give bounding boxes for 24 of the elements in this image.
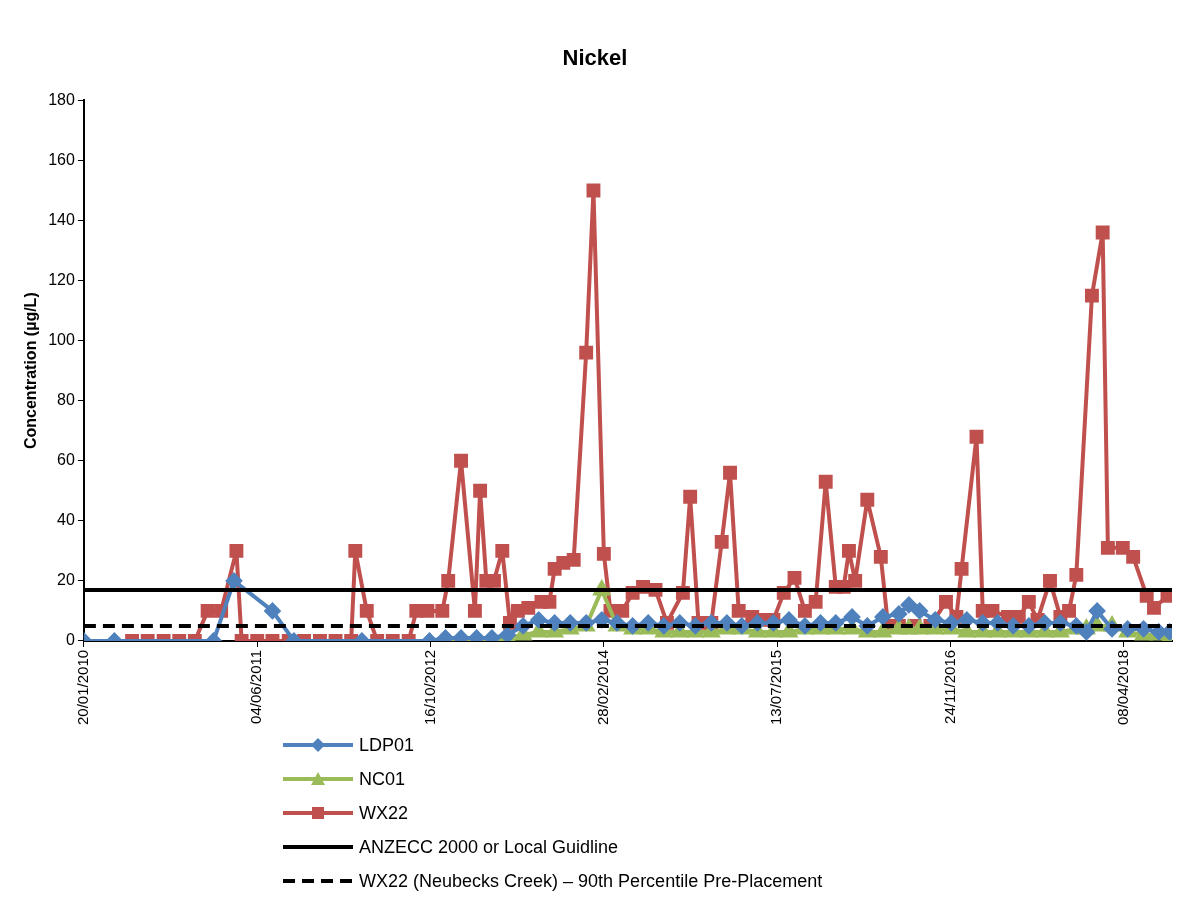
- y-tick-label: 100: [48, 331, 75, 349]
- x-tick-label: 04/06/2011: [247, 649, 265, 724]
- y-tick-label: 80: [57, 391, 75, 409]
- y-tick-label: 20: [57, 571, 75, 589]
- y-tick-label: 0: [65, 631, 75, 649]
- x-tick-label: 08/04/2018: [1113, 649, 1131, 725]
- y-tick-label: 120: [48, 270, 75, 288]
- legend-label: NC01: [359, 768, 406, 790]
- y-tick-label: 40: [57, 511, 75, 529]
- x-tick-label: 20/01/2010: [74, 649, 92, 725]
- legend-label: LDP01: [359, 734, 415, 756]
- legend-label: ANZECC 2000 or Local Guidline: [359, 836, 619, 858]
- y-tick-label: 140: [48, 210, 75, 228]
- x-tick-label: 28/02/2014: [594, 649, 611, 725]
- y-axis-title: Concentration (µg/L): [22, 292, 40, 450]
- y-tick-label: 60: [57, 451, 75, 469]
- y-tick-label: 180: [48, 90, 75, 108]
- x-tick-label: 13/07/2015: [767, 649, 785, 725]
- y-tick-label: 160: [48, 150, 75, 168]
- legend-label: WX22 (Neubecks Creek) – 90th Percentile Pre-Placement: [359, 870, 823, 892]
- legend-label: WX22: [359, 802, 409, 824]
- chart-title: Nickel: [562, 45, 628, 71]
- x-tick-label: 24/11/2016: [940, 649, 958, 724]
- x-tick-label: 16/10/2012: [420, 649, 438, 725]
